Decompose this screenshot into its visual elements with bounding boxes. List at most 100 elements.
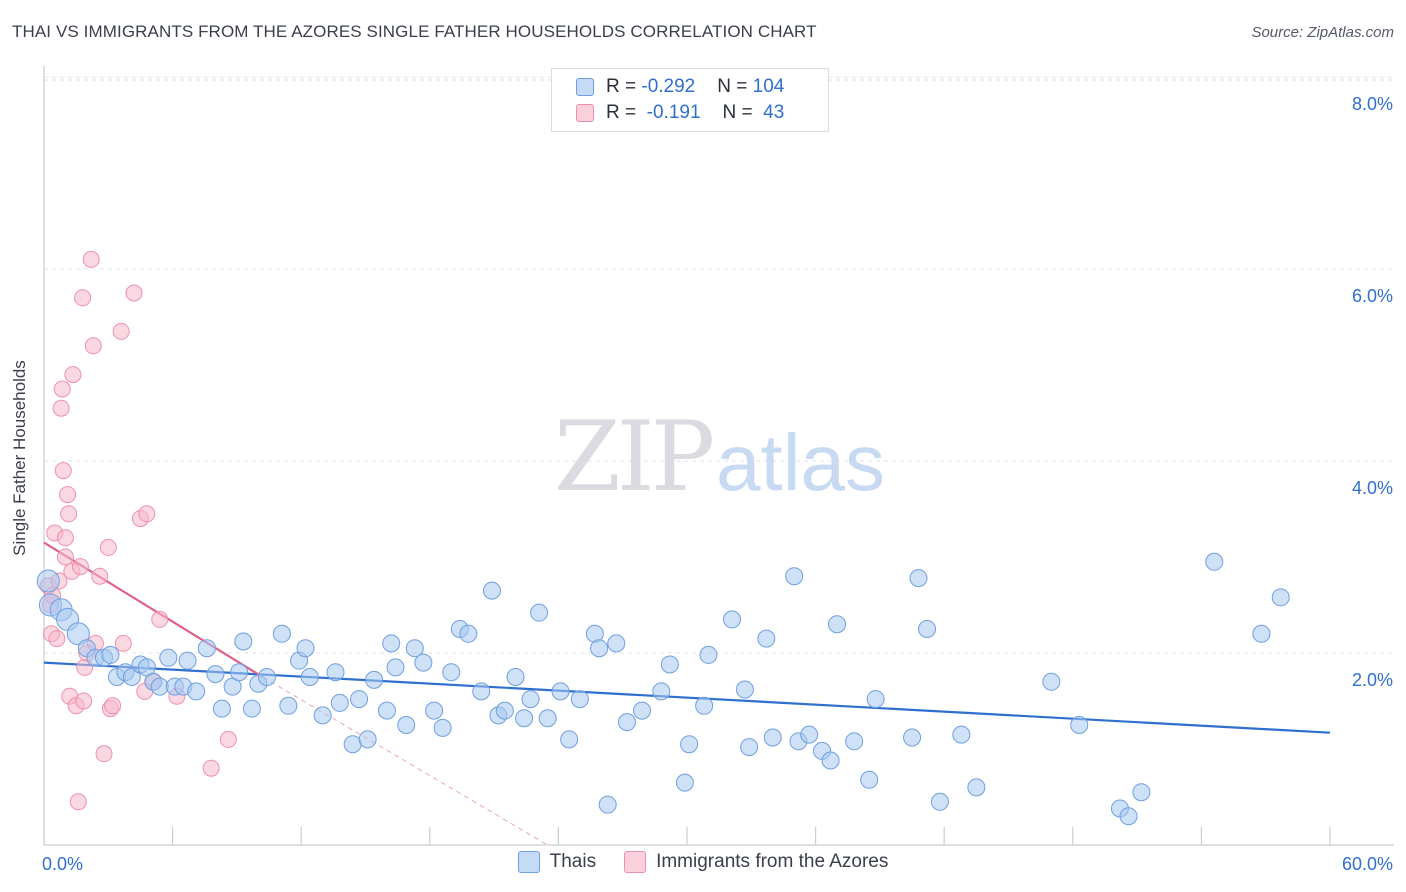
thais-legend-swatch [517, 851, 540, 873]
thais-point [495, 701, 514, 720]
thais-point [405, 639, 424, 658]
thais-point [101, 645, 120, 664]
thais-point [828, 615, 847, 634]
thais-point [903, 728, 922, 747]
thais-point [472, 682, 491, 701]
watermark-zip: ZIP [554, 401, 713, 513]
azores-point [84, 337, 102, 355]
legend-item-thais[interactable]: Thais [517, 851, 596, 873]
thais-point [515, 709, 534, 728]
thais-point [952, 725, 971, 744]
thais-point [763, 728, 782, 747]
azores-point [60, 505, 78, 523]
thais-point [506, 668, 525, 686]
thais-point [36, 569, 60, 593]
azores-n-value: 43 [757, 102, 785, 123]
thais-point [699, 645, 718, 664]
legend-row-thais: R = -0.292 N = 104 [576, 75, 784, 99]
thais-point [860, 770, 879, 789]
thais-point [918, 620, 937, 638]
azores-point [125, 284, 143, 302]
source-label: Source: ZipAtlas.com [1251, 24, 1394, 41]
thais-point [1132, 783, 1151, 802]
thais-point [326, 663, 345, 682]
thais-point [930, 792, 949, 811]
thais-point [350, 690, 369, 709]
thais-point [821, 751, 840, 770]
thais-point [257, 668, 276, 686]
thais-point [740, 738, 759, 757]
thais-point [598, 795, 617, 814]
azores-point [52, 399, 70, 417]
azores-point [91, 567, 109, 585]
thais-point [590, 639, 609, 658]
thais-point [178, 651, 197, 670]
thais-point [845, 732, 864, 751]
chart-title: THAI VS IMMIGRANTS FROM THE AZORES SINGL… [12, 22, 817, 41]
y-axis-label: Single Father Households [10, 360, 29, 556]
thais-point [538, 709, 557, 728]
azores-r-label: R = [606, 102, 642, 123]
thais-r-label: R = [606, 76, 642, 97]
thais-n-label: N = [717, 76, 753, 97]
azores-swatch [576, 104, 594, 122]
thais-point [414, 653, 433, 672]
correlation-legend: R = -0.292 N = 104 R = -0.191 N = 43 [551, 68, 829, 132]
thais-point [909, 569, 928, 588]
thais-point [675, 773, 694, 792]
azores-point [82, 250, 100, 268]
thais-point [1070, 716, 1089, 734]
legend-item-azores[interactable]: Immigrants from the Azores [624, 851, 888, 873]
azores-point [71, 558, 89, 576]
thais-point [1205, 552, 1224, 571]
thais-point [785, 567, 804, 586]
azores-point [48, 630, 66, 648]
y-tick-label: 4.0% [1352, 478, 1393, 498]
thais-point [1252, 624, 1271, 643]
thais-point [521, 690, 540, 709]
thais-point [967, 778, 986, 797]
azores-point [114, 634, 132, 652]
thais-point [800, 725, 819, 744]
thais-point [442, 663, 461, 682]
thais-point [570, 690, 589, 709]
thais-point [735, 680, 754, 699]
thais-point [159, 648, 178, 667]
thais-point [607, 634, 626, 653]
thais-point [296, 639, 315, 658]
thais-point [632, 701, 651, 720]
thais-point [652, 682, 671, 701]
thais-point [122, 668, 141, 686]
azores-point [202, 759, 220, 777]
thais-point [279, 696, 298, 715]
y-tick-label: 8.0% [1352, 94, 1393, 114]
thais-point [343, 735, 362, 754]
azores-r-value: -0.191 [641, 102, 701, 123]
thais-point [242, 699, 261, 718]
azores-point [64, 366, 82, 384]
x-tick-label-min: 0.0% [42, 854, 83, 874]
thais-point [382, 634, 401, 653]
y-tick-label: 2.0% [1352, 670, 1393, 690]
thais-point [1042, 672, 1061, 691]
azores-point [95, 745, 113, 763]
thais-point [358, 730, 377, 749]
azores-point [54, 462, 72, 480]
thais-point [551, 682, 570, 701]
azores-point [74, 289, 92, 307]
thais-point [234, 632, 253, 651]
thais-point [230, 663, 249, 682]
thais-point [397, 716, 416, 734]
azores-point [59, 486, 77, 504]
azores-point [69, 793, 87, 811]
thais-point [723, 610, 742, 629]
azores-point [151, 610, 169, 628]
azores-point [112, 322, 130, 340]
y-tick-label: 6.0% [1352, 286, 1393, 306]
azores-point [56, 548, 74, 566]
thais-point [425, 701, 444, 720]
watermark-atlas: atlas [716, 418, 885, 507]
azores-point [99, 538, 117, 556]
azores-point [53, 380, 71, 398]
